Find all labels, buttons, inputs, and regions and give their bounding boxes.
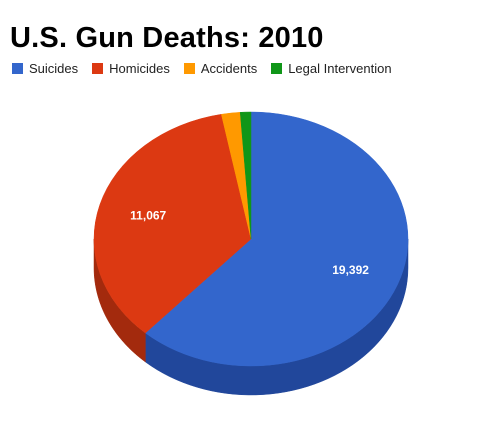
legend-label-accidents: Accidents bbox=[200, 61, 258, 76]
legend-swatch-accidents bbox=[183, 63, 195, 74]
pie-slices bbox=[93, 111, 409, 367]
legend-label-legal-intervention: Legal Intervention bbox=[288, 61, 392, 76]
pie-slice-legal-intervention[interactable] bbox=[239, 111, 252, 240]
legend-swatch-homicides bbox=[92, 63, 104, 74]
pie-slice-homicides[interactable] bbox=[93, 114, 252, 334]
legend-swatch-suicides bbox=[12, 63, 23, 74]
legend-item-accidents[interactable]: Accidents bbox=[183, 61, 258, 76]
pie-slice-suicides[interactable] bbox=[145, 111, 409, 367]
legend-item-suicides[interactable]: Suicides bbox=[12, 61, 78, 76]
chart-legend: Suicides Homicides Accidents Legal Inter… bbox=[12, 61, 406, 76]
legend-swatch-legal-intervention bbox=[271, 63, 283, 74]
data-label-homicides: 11,067 bbox=[130, 209, 166, 223]
legend-item-homicides[interactable]: Homicides bbox=[92, 61, 170, 76]
chart-title: U.S. Gun Deaths: 2010 bbox=[10, 22, 324, 54]
legend-label-homicides: Homicides bbox=[109, 61, 170, 76]
legend-label-suicides: Suicides bbox=[29, 61, 79, 76]
legend-item-legal-intervention[interactable]: Legal Intervention bbox=[271, 61, 392, 76]
data-label-suicides: 19,392 bbox=[332, 263, 369, 277]
